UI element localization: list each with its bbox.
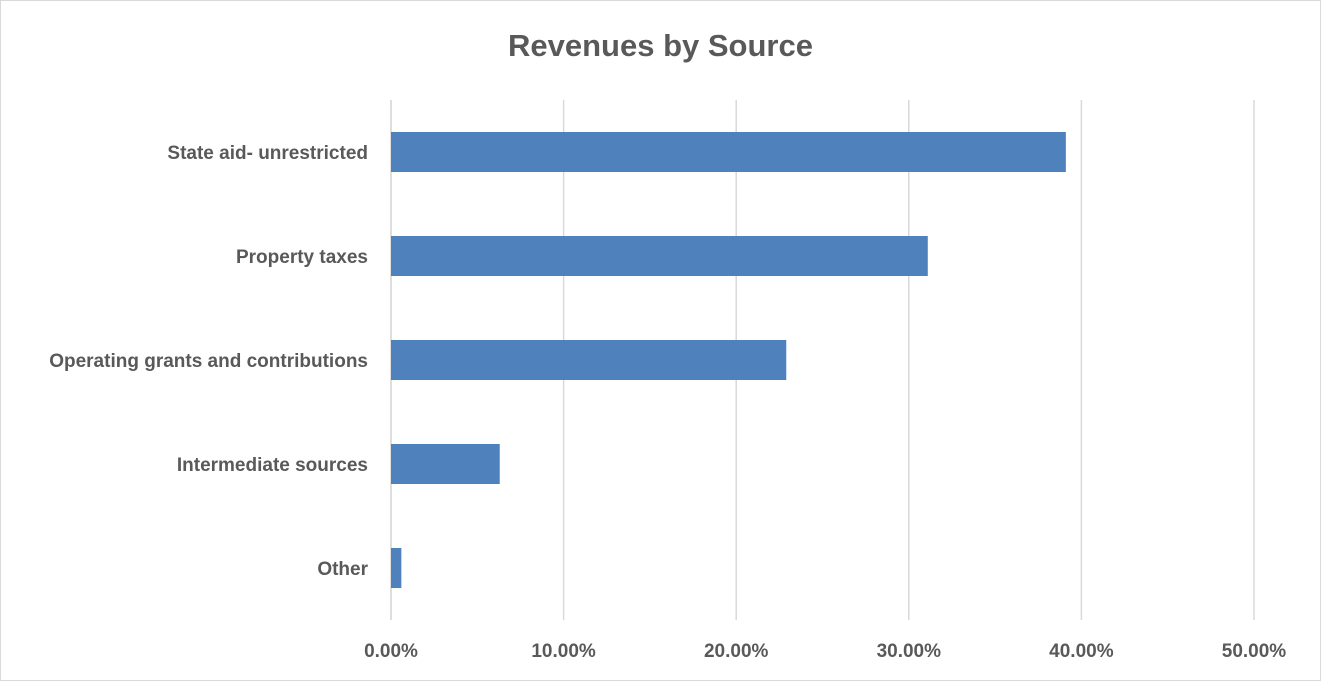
category-label: Property taxes bbox=[236, 247, 368, 268]
x-tick-label: 50.00% bbox=[1222, 641, 1287, 662]
category-label: State aid- unrestricted bbox=[167, 143, 368, 164]
category-labels: State aid- unrestricted Property taxes Ope… bbox=[49, 143, 368, 580]
x-tick-label: 20.00% bbox=[704, 641, 769, 662]
bar bbox=[391, 444, 500, 484]
x-tick-label: 0.00% bbox=[364, 641, 418, 662]
x-tick-label: 40.00% bbox=[1049, 641, 1114, 662]
category-label: Intermediate sources bbox=[177, 455, 368, 476]
bar bbox=[391, 132, 1066, 172]
bar bbox=[391, 236, 928, 276]
bars bbox=[391, 132, 1066, 588]
x-tick-labels: 0.00% 10.00% 20.00% 30.00% 40.00% 50.00% bbox=[364, 641, 1286, 662]
category-label: Operating grants and contributions bbox=[49, 351, 368, 372]
bar bbox=[391, 340, 787, 380]
x-tick-label: 30.00% bbox=[877, 641, 942, 662]
x-tick-label: 10.00% bbox=[531, 641, 596, 662]
category-label: Other bbox=[317, 559, 368, 580]
bar bbox=[391, 548, 402, 588]
chart-title: Revenues by Source bbox=[508, 28, 813, 63]
